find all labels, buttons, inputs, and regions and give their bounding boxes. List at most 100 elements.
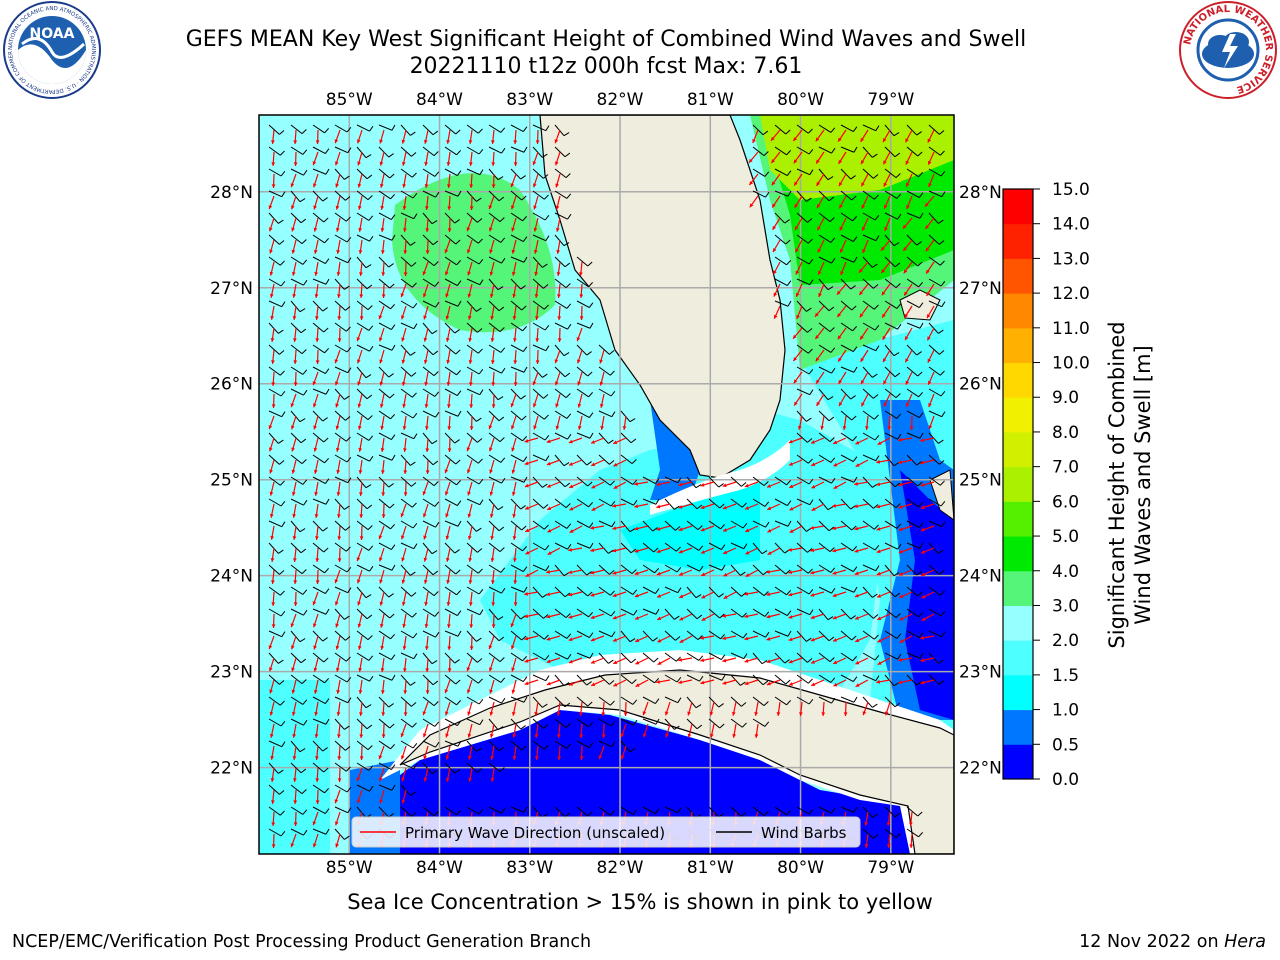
wave-arrow-head: [601, 734, 606, 738]
wind-barb-feather: [365, 264, 372, 269]
wave-arrow-head: [313, 205, 317, 210]
wind-barb-feather: [763, 811, 769, 816]
wave-arrow-head: [811, 507, 816, 511]
wind-barb-feather: [455, 129, 461, 135]
wind-barb-feather: [477, 328, 483, 333]
wave-arrow-head: [839, 182, 843, 187]
wave-arrow-head: [356, 557, 361, 562]
wave-arrow-head: [557, 338, 562, 342]
wind-barb: [906, 586, 919, 597]
wind-barb: [928, 608, 942, 617]
wind-barb-feather: [852, 126, 858, 132]
wind-barb-feather: [589, 652, 594, 659]
wind-barb: [598, 366, 611, 376]
wave-arrow-head: [378, 337, 383, 342]
wind-barb: [554, 212, 568, 220]
wind-barb-feather: [609, 370, 615, 376]
wave-arrow-head: [446, 162, 451, 166]
wave-arrow-head: [577, 425, 582, 430]
wave-arrow-head: [731, 711, 736, 716]
wind-barb: [268, 608, 282, 617]
wave-arrow-head: [578, 272, 583, 276]
wave-arrow-head: [634, 481, 639, 486]
wind-barb-feather: [477, 548, 483, 553]
wind-barb: [356, 410, 369, 421]
wind-barb-feather: [324, 238, 330, 244]
wind-barb: [554, 740, 568, 749]
wave-arrow-head: [576, 337, 581, 342]
wind-barb: [400, 278, 413, 288]
wind-barb-feather: [941, 301, 946, 307]
wave-arrow-head: [525, 573, 530, 577]
wave-arrow-head: [466, 667, 471, 672]
wind-barb: [796, 256, 810, 265]
wind-barb-feather: [500, 347, 506, 353]
wind-barb-feather: [696, 724, 703, 730]
wave-arrow-head: [335, 183, 339, 188]
wave-arrow-head: [744, 636, 749, 641]
wind-barb-feather: [347, 807, 352, 813]
wind-barb-feather: [831, 147, 836, 154]
lon-labels-bottom: 85°W 84°W 83°W 82°W 81°W 80°W 79°W: [326, 858, 915, 878]
wind-barb: [796, 278, 810, 286]
wind-barb: [268, 564, 280, 575]
wind-barb-feather: [302, 809, 308, 815]
wind-barb-feather: [369, 565, 374, 572]
wind-barb-feather: [279, 260, 285, 266]
wind-barb: [532, 234, 546, 242]
wave-arrow-head: [556, 249, 561, 254]
wind-barb: [422, 278, 436, 287]
wind-barb-feather: [433, 811, 439, 816]
wind-barb-feather: [608, 659, 614, 664]
wind-barb-feather: [368, 545, 374, 551]
wave-arrow-head: [811, 484, 816, 489]
wind-barb: [488, 586, 502, 594]
wind-barb: [642, 498, 657, 505]
wave-arrow-head: [334, 359, 339, 364]
wind-barb: [378, 718, 391, 729]
wave-arrow-head: [270, 360, 275, 364]
wind-barb: [774, 520, 789, 527]
wind-barb-feather: [852, 326, 858, 332]
wind-barb: [554, 432, 568, 440]
wind-barb: [928, 146, 941, 156]
wind-barb: [598, 476, 611, 486]
wind-barb-feather: [497, 506, 504, 511]
wave-arrow-head: [491, 162, 496, 166]
wind-barb-feather: [324, 588, 330, 594]
wind-barb: [906, 300, 920, 309]
wave-arrow-head: [591, 507, 596, 511]
wind-barb-feather: [653, 547, 659, 553]
wind-barb: [510, 344, 524, 353]
wind-barb-feather: [501, 147, 506, 154]
wind-barb-feather: [390, 434, 396, 440]
wind-barb-feather: [456, 480, 462, 486]
wind-barb: [290, 498, 304, 506]
wind-barb-feather: [919, 542, 924, 549]
wave-arrow-head: [876, 549, 881, 554]
wind-barb: [906, 520, 920, 529]
wind-barb: [818, 256, 832, 264]
wind-barb-feather: [808, 148, 814, 155]
wind-barb: [400, 322, 414, 330]
wave-arrow-head: [612, 615, 617, 620]
wind-barb-feather: [431, 550, 438, 555]
wave-arrow-head: [335, 227, 340, 232]
wind-barb-feather: [368, 655, 374, 661]
wave-arrow-head: [881, 246, 885, 251]
wind-barb: [576, 696, 589, 707]
wind-barb-feather: [344, 615, 350, 620]
wind-barb: [906, 146, 919, 157]
wave-arrow-head: [424, 601, 429, 606]
wave-arrow-head: [335, 403, 339, 408]
wind-barb: [598, 630, 612, 638]
wave-arrow-head: [599, 403, 604, 408]
wind-barb-feather: [477, 438, 483, 443]
wave-arrow-head: [401, 579, 406, 584]
wind-barb: [664, 564, 678, 573]
wind-barb-feather: [894, 702, 901, 708]
wave-arrow-head: [898, 680, 903, 685]
wave-arrow-head: [468, 337, 473, 342]
wind-barb-feather: [611, 631, 616, 637]
noaa-logo-icon: NATIONAL OCEANIC AND ATMOSPHERIC ADMINIS…: [0, 0, 101, 99]
